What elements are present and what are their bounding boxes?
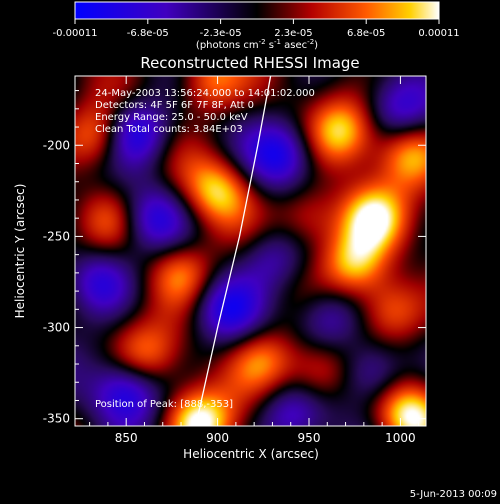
colorbar-units: (photons cm-2 s-1 asec-2) <box>196 38 318 51</box>
annotation-block: 24-May-2003 13:56:24.000 to 14:01:02.000… <box>95 88 315 135</box>
x-tick-label: 850 <box>115 431 138 445</box>
axes: 850 900 950 1000 -200 -250 -300 -350 <box>43 76 426 445</box>
y-tick-label: -250 <box>43 229 70 243</box>
solar-limb-curve <box>195 76 272 426</box>
annotation-line: 24-May-2003 13:56:24.000 to 14:01:02.000 <box>95 88 315 99</box>
y-axis-label: Heliocentric Y (arcsec) <box>13 184 27 319</box>
colorbar: -0.00011 -6.8e-05 -2.3e-05 2.3e-05 6.8e-05 0.… <box>53 1 460 51</box>
x-tick-label: 950 <box>298 431 321 445</box>
colorbar-gradient <box>74 1 440 20</box>
annotation-line: Clean Total counts: 3.84E+03 <box>95 124 243 135</box>
y-tick-label: -200 <box>43 138 70 152</box>
x-tick-label: 1000 <box>385 431 416 445</box>
colorbar-ticks: -0.00011 -6.8e-05 -2.3e-05 2.3e-05 6.8e-05 0.… <box>53 19 460 39</box>
colorbar-tick-label: -2.3e-05 <box>200 28 242 39</box>
colorbar-tick-label: -0.00011 <box>53 28 98 39</box>
plot-area: 24-May-2003 13:56:24.000 to 14:01:02.000… <box>75 76 426 426</box>
annotation-line: Energy Range: 25.0 - 50.0 keV <box>95 112 248 123</box>
x-axis-label: Heliocentric X (arcsec) <box>183 447 319 461</box>
colorbar-tick-label: 6.8e-05 <box>347 28 385 39</box>
y-tick-label: -300 <box>43 321 70 335</box>
colorbar-tick-label: 2.3e-05 <box>274 28 312 39</box>
heatmap-image <box>75 76 426 426</box>
footer-date: 5-Jun-2013 00:09 <box>410 489 497 500</box>
peak-position-label: Position of Peak: [888,-353] <box>95 399 233 410</box>
colorbar-tick-label: -6.8e-05 <box>127 28 169 39</box>
colorbar-tick-label: 0.00011 <box>418 28 459 39</box>
plot-frame <box>74 75 427 427</box>
y-tick-label: -350 <box>43 412 70 426</box>
annotation-line: Detectors: 4F 5F 6F 7F 8F, Att 0 <box>95 100 254 111</box>
chart-title: Reconstructed RHESSI Image <box>140 54 359 72</box>
x-tick-label: 900 <box>206 431 229 445</box>
